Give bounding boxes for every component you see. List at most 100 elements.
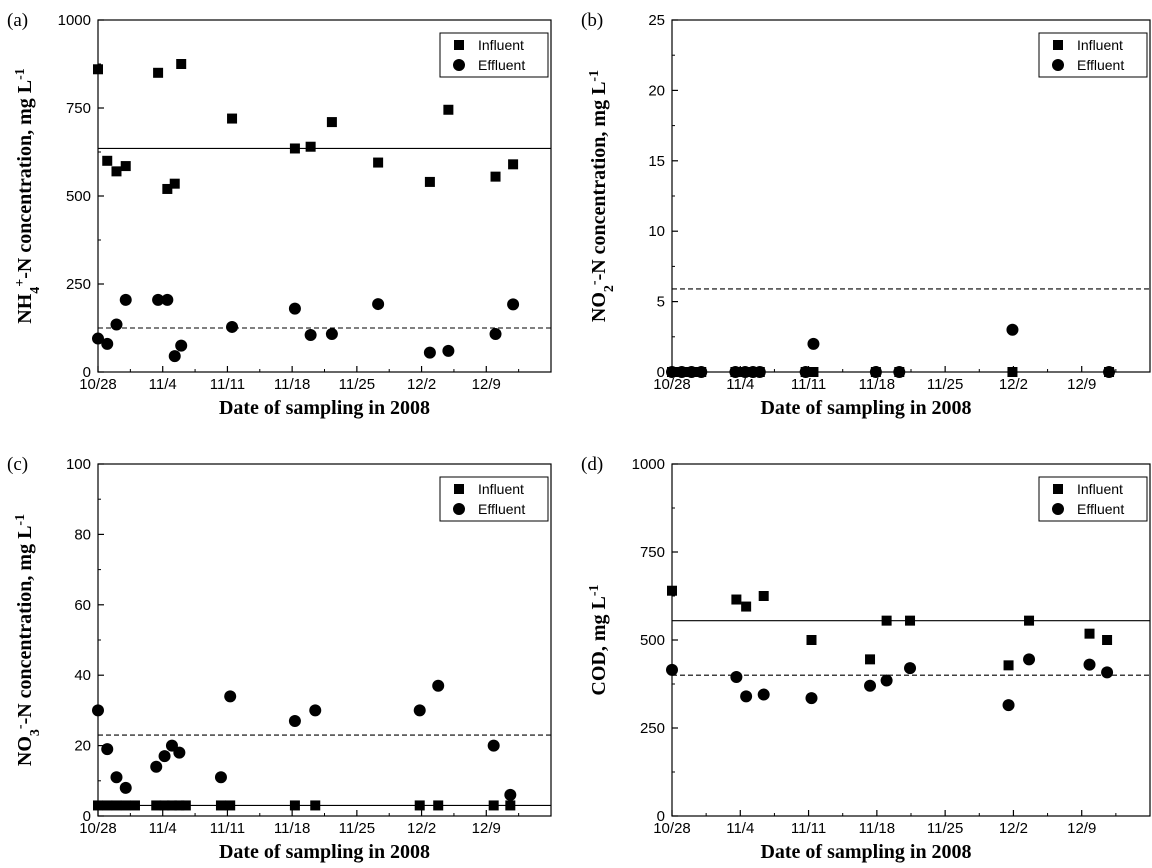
data-point-effluent bbox=[504, 788, 517, 801]
data-point-influent bbox=[1003, 660, 1014, 671]
data-point-effluent bbox=[1103, 366, 1116, 378]
chart-panel-1: (a) 0 250 500 750 1000 10/28 11/4 11/11 11/18 11/2… bbox=[7, 10, 552, 419]
x-tick-label: 11/11 bbox=[210, 820, 245, 837]
y-tick-label: 100 bbox=[66, 456, 91, 473]
data-point-influent bbox=[169, 178, 180, 189]
x-tick-label: 10/28 bbox=[653, 820, 691, 837]
y-tick-label: 0 bbox=[83, 364, 91, 381]
data-point-influent bbox=[414, 800, 425, 811]
x-tick-label: 11/4 bbox=[726, 376, 754, 393]
data-point-effluent bbox=[666, 366, 678, 378]
data-point-effluent bbox=[173, 746, 186, 759]
legend-label: Effluent bbox=[478, 501, 525, 517]
data-point-effluent bbox=[119, 293, 132, 306]
x-tick-label: 11/18 bbox=[274, 820, 310, 837]
legend: Influent Effluent bbox=[439, 32, 549, 78]
x-axis-title: Date of sampling in 2008 bbox=[760, 397, 971, 419]
data-point-effluent bbox=[675, 366, 688, 378]
legend-marker-square bbox=[1053, 484, 1063, 494]
data-point-influent bbox=[310, 800, 321, 811]
legend-label: Effluent bbox=[1077, 501, 1124, 517]
y-tick-label: 0 bbox=[657, 364, 665, 381]
y-axis-title: COD, mg L-1 bbox=[587, 584, 611, 695]
data-point-influent bbox=[905, 615, 916, 626]
data-point-influent bbox=[731, 594, 742, 605]
y-tick-label: 20 bbox=[648, 82, 665, 99]
series-influent bbox=[93, 800, 516, 811]
data-point-influent bbox=[373, 157, 384, 168]
x-tick-label: 11/18 bbox=[859, 820, 895, 837]
data-point-effluent bbox=[695, 366, 708, 378]
data-point-influent bbox=[166, 800, 177, 811]
y-tick-label: 20 bbox=[74, 738, 91, 755]
x-tick-label: 12/9 bbox=[1067, 376, 1096, 393]
y-tick-label: 750 bbox=[640, 544, 665, 561]
data-point-influent bbox=[102, 800, 113, 811]
x-tick-label: 10/28 bbox=[79, 820, 117, 837]
x-tick-label: 12/2 bbox=[999, 376, 1028, 393]
legend-marker-circle bbox=[453, 59, 465, 71]
legend-marker-circle bbox=[1052, 503, 1064, 515]
y-tick-label: 60 bbox=[74, 597, 91, 614]
data-point-influent bbox=[1024, 615, 1035, 626]
data-point-effluent bbox=[893, 366, 906, 378]
chart-panel-3: (c) 0 20 40 60 80 100 10/28 11/4 11/11 11/18 11/25 1… bbox=[7, 454, 552, 863]
data-point-influent bbox=[433, 800, 444, 811]
panel-label: (c) bbox=[7, 454, 28, 475]
data-point-influent bbox=[305, 141, 316, 152]
data-point-influent bbox=[120, 800, 131, 811]
data-point-effluent bbox=[1023, 653, 1036, 666]
x-tick-label: 10/28 bbox=[79, 376, 117, 393]
x-tick-label: 12/9 bbox=[1067, 820, 1096, 837]
data-point-effluent bbox=[161, 293, 174, 306]
data-point-effluent bbox=[101, 337, 114, 350]
panel-label: (a) bbox=[7, 10, 28, 31]
series-effluent bbox=[92, 293, 520, 363]
data-point-effluent bbox=[1002, 699, 1015, 712]
data-point-influent bbox=[881, 615, 892, 626]
legend-marker-square bbox=[454, 40, 464, 50]
data-point-influent bbox=[326, 117, 337, 128]
series-effluent bbox=[666, 653, 1114, 712]
data-point-effluent bbox=[150, 760, 163, 773]
legend-label: Influent bbox=[478, 37, 524, 53]
data-point-influent bbox=[490, 171, 501, 182]
data-point-effluent bbox=[805, 692, 818, 705]
data-point-influent bbox=[443, 104, 454, 115]
data-point-effluent bbox=[442, 344, 455, 357]
data-point-effluent bbox=[175, 339, 188, 352]
data-point-influent bbox=[505, 800, 516, 811]
legend-label: Influent bbox=[478, 481, 524, 497]
data-point-effluent bbox=[489, 327, 502, 340]
x-tick-label: 12/9 bbox=[472, 376, 501, 393]
data-point-influent bbox=[151, 800, 162, 811]
data-point-effluent bbox=[757, 688, 770, 701]
data-point-effluent bbox=[288, 714, 301, 727]
y-tick-label: 1000 bbox=[58, 12, 91, 29]
series-effluent bbox=[92, 679, 517, 801]
series-effluent bbox=[666, 323, 1116, 378]
y-tick-label: 10 bbox=[648, 223, 665, 240]
x-tick-label: 11/4 bbox=[726, 820, 754, 837]
data-point-effluent bbox=[507, 298, 520, 311]
data-point-effluent bbox=[413, 704, 426, 717]
y-tick-label: 80 bbox=[74, 526, 91, 543]
data-point-influent bbox=[153, 67, 164, 78]
x-tick-label: 11/25 bbox=[927, 820, 963, 837]
data-point-influent bbox=[129, 800, 140, 811]
data-point-effluent bbox=[226, 320, 239, 333]
data-point-effluent bbox=[101, 743, 114, 756]
x-tick-label: 12/2 bbox=[999, 820, 1028, 837]
data-point-influent bbox=[111, 166, 122, 177]
y-axis-title: NO2--N concentration, mg L-1 bbox=[587, 70, 617, 322]
chart-panel-2: (b) 0 5 10 15 20 25 10/28 11/4 11/11 11/18 11/25 12/… bbox=[581, 10, 1151, 419]
data-point-influent bbox=[120, 161, 131, 172]
data-point-effluent bbox=[304, 329, 317, 342]
x-tick-label: 11/4 bbox=[149, 820, 177, 837]
data-point-effluent bbox=[799, 366, 812, 378]
x-tick-label: 11/4 bbox=[149, 376, 177, 393]
data-point-effluent bbox=[432, 679, 445, 692]
data-point-effluent bbox=[685, 366, 698, 378]
y-tick-label: 5 bbox=[657, 294, 665, 311]
data-point-influent bbox=[1102, 635, 1113, 645]
